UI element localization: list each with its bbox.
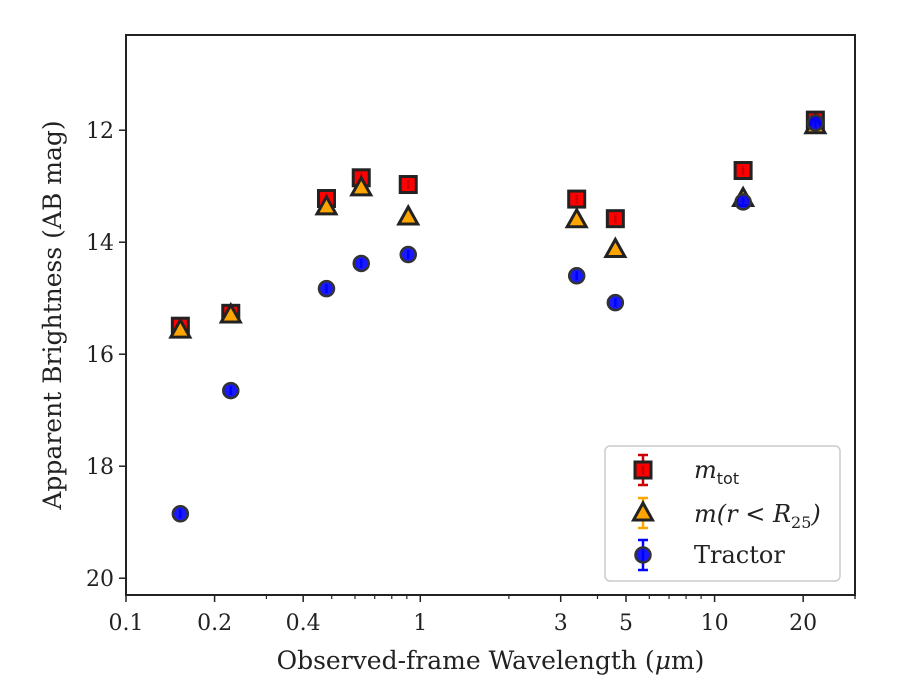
plot-frame <box>125 34 856 596</box>
x-tick-label: 3 <box>554 611 568 636</box>
y-tick-label: 18 <box>86 455 114 480</box>
y-tick-label: 20 <box>86 567 114 592</box>
legend-mr-suffix: ) <box>810 500 820 528</box>
legend-box <box>604 445 841 582</box>
legend-mr-sub: 25 <box>791 513 811 532</box>
legend-mtot-sub: tot <box>717 469 739 488</box>
x-axis-label-prefix: Observed-frame Wavelength ( <box>277 646 655 675</box>
legend: mtot m(r < R25) Tractor <box>604 445 841 582</box>
y-axis-ticks: 12 14 16 18 20 <box>86 119 126 592</box>
x-axis-label-suffix: m) <box>671 646 704 675</box>
x-axis-label: Observed-frame Wavelength (μm) <box>277 646 705 675</box>
series-3 <box>171 114 825 523</box>
x-tick-label: 20 <box>789 611 817 636</box>
data-points <box>168 110 828 523</box>
x-axis-ticks: 0.1 0.2 0.4 1 3 5 10 20 <box>109 595 856 636</box>
x-tick-label: 1 <box>413 611 427 636</box>
x-tick-label: 10 <box>701 611 729 636</box>
y-axis-label: Apparent Brightness (AB mag) <box>38 120 67 510</box>
x-axis-label-mu: μ <box>655 646 671 675</box>
legend-markers <box>630 453 656 572</box>
x-tick-label: 0.2 <box>197 611 232 636</box>
legend-entry-mtot: mtot <box>694 456 739 488</box>
legend-mr-prefix: m(r < R <box>694 500 791 528</box>
y-tick-label: 16 <box>86 343 114 368</box>
x-tick-label: 0.4 <box>286 611 321 636</box>
legend-mtot-base: m <box>694 456 717 484</box>
x-tick-label: 5 <box>619 611 633 636</box>
x-tick-label: 0.1 <box>109 611 144 636</box>
legend-entry-mr: m(r < R25) <box>694 500 821 532</box>
y-tick-label: 12 <box>86 119 114 144</box>
legend-entry-tractor: Tractor <box>694 541 785 569</box>
y-tick-label: 14 <box>86 231 114 256</box>
